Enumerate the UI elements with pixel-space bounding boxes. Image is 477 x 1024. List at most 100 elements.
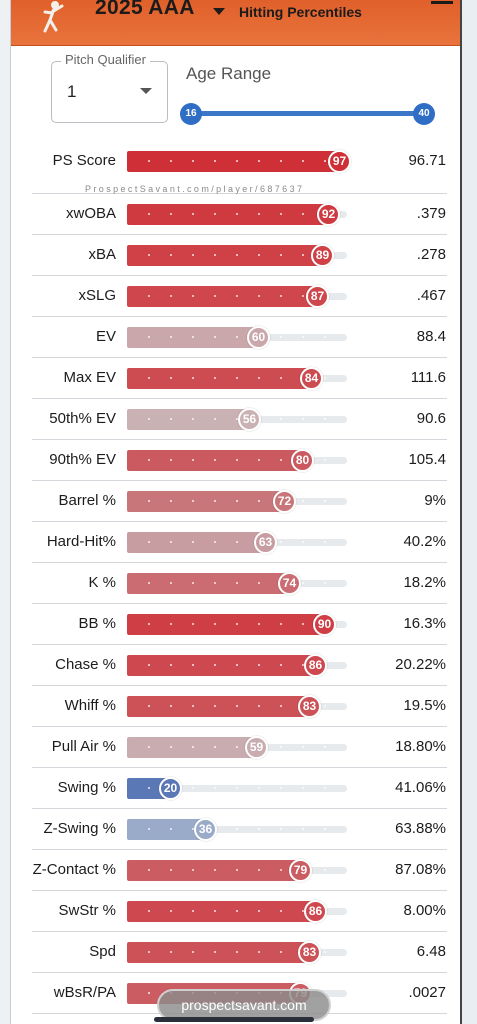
metric-row: SwStr % 86 8.00% — [32, 891, 447, 932]
tick-dot — [214, 951, 216, 953]
metric-value: 111.6 — [410, 369, 446, 386]
metric-value: 6.48 — [416, 943, 446, 960]
metric-row: Chase % 86 20.22% — [32, 645, 447, 686]
tick-dot — [192, 254, 194, 256]
percentile-badge: 89 — [311, 244, 334, 267]
metric-label: wBsR/PA — [53, 984, 116, 1001]
metric-value: .467 — [416, 287, 446, 304]
metric-row: Hard-Hit% 63 40.2% — [32, 522, 447, 563]
bar-tick-dots — [127, 860, 347, 881]
age-range-min-handle[interactable]: 16 — [180, 103, 202, 125]
percentile-bar — [127, 368, 312, 389]
menu-icon[interactable] — [431, 0, 453, 4]
tick-dot — [280, 459, 282, 461]
tick-dot — [170, 336, 172, 338]
tick-dot — [236, 418, 238, 420]
metric-row: Z-Contact % 79 87.08% — [32, 850, 447, 891]
percentile-bar — [127, 491, 285, 512]
tick-dot — [324, 787, 326, 789]
tick-dot — [148, 459, 150, 461]
tick-dot — [324, 336, 326, 338]
metric-value: 63.88% — [395, 820, 446, 837]
metric-row: 50th% EV 56 90.6 — [32, 399, 447, 440]
bar-tick-dots — [127, 491, 347, 512]
age-range-max-handle[interactable]: 40 — [413, 103, 435, 125]
tick-dot — [236, 828, 238, 830]
tick-dot — [192, 582, 194, 584]
pitch-qualifier-value[interactable]: 1 — [67, 82, 77, 101]
metric-row: xSLG 87 .467 — [32, 276, 447, 317]
tick-dot — [214, 336, 216, 338]
tick-dot — [258, 828, 260, 830]
tick-dot — [258, 623, 260, 625]
site-url-pill[interactable]: prospectsavant.com — [157, 989, 331, 1021]
percentile-badge: 79 — [289, 859, 312, 882]
tick-dot — [170, 664, 172, 666]
background-left — [0, 0, 12, 1024]
tick-dot — [170, 254, 172, 256]
tick-dot — [236, 623, 238, 625]
tick-dot — [214, 582, 216, 584]
tick-dot — [148, 951, 150, 953]
tick-dot — [302, 336, 304, 338]
metric-row: Barrel % 72 9% — [32, 481, 447, 522]
metric-label: 90th% EV — [49, 451, 116, 468]
tick-dot — [280, 787, 282, 789]
tick-dot — [214, 664, 216, 666]
percentile-badge: 59 — [245, 736, 268, 759]
percentile-badge: 63 — [254, 531, 277, 554]
percentile-badge: 87 — [306, 285, 329, 308]
tick-dot — [148, 582, 150, 584]
metric-value: .0027 — [408, 984, 446, 1001]
bar-tick-dots — [127, 327, 347, 348]
percentile-bar — [127, 245, 323, 266]
tick-dot — [192, 160, 194, 162]
tick-dot — [192, 951, 194, 953]
tick-dot — [236, 705, 238, 707]
tick-dot — [302, 418, 304, 420]
tick-dot — [302, 664, 304, 666]
percentile-badge: 60 — [247, 326, 270, 349]
tick-dot — [170, 582, 172, 584]
metric-label: Z-Contact % — [32, 861, 116, 878]
tick-dot — [324, 459, 326, 461]
season-level-title[interactable]: 2025 AAA — [95, 0, 195, 19]
tick-dot — [214, 869, 216, 871]
metric-label: Pull Air % — [51, 738, 116, 755]
age-range-track[interactable] — [190, 111, 425, 116]
tick-dot — [236, 746, 238, 748]
tick-dot — [192, 828, 194, 830]
tick-dot — [236, 377, 238, 379]
tick-dot — [324, 582, 326, 584]
tick-dot — [302, 623, 304, 625]
tick-dot — [280, 336, 282, 338]
tick-dot — [170, 828, 172, 830]
metric-row: Swing % 20 41.06% — [32, 768, 447, 809]
tick-dot — [258, 213, 260, 215]
tick-dot — [192, 869, 194, 871]
metric-row: Spd 83 6.48 — [32, 932, 447, 973]
percentile-badge: 80 — [291, 449, 314, 472]
chevron-down-icon[interactable] — [213, 8, 225, 15]
tick-dot — [214, 254, 216, 256]
metric-label: Chase % — [55, 656, 116, 673]
percentile-bar — [127, 696, 310, 717]
percentile-badge: 86 — [304, 900, 327, 923]
chevron-down-icon[interactable] — [140, 88, 152, 94]
tick-dot — [214, 295, 216, 297]
metric-row: Z-Swing % 36 63.88% — [32, 809, 447, 850]
tick-dot — [258, 951, 260, 953]
tick-dot — [214, 459, 216, 461]
tick-dot — [236, 213, 238, 215]
tick-dot — [236, 500, 238, 502]
tick-dot — [280, 623, 282, 625]
tick-dot — [302, 160, 304, 162]
metric-label: SwStr % — [58, 902, 116, 919]
percentile-badge: 92 — [317, 203, 340, 226]
tick-dot — [302, 828, 304, 830]
tick-dot — [302, 582, 304, 584]
age-range-label: Age Range — [186, 64, 272, 83]
metric-value: .379 — [416, 205, 446, 222]
tick-dot — [236, 459, 238, 461]
tick-dot — [170, 459, 172, 461]
